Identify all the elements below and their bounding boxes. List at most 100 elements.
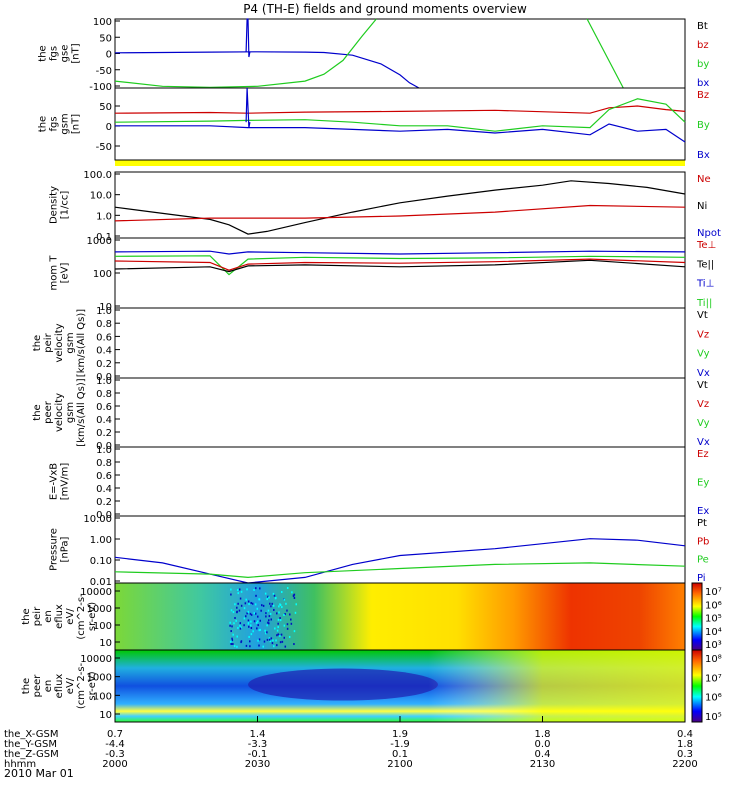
spectrogram-speck: [273, 593, 275, 595]
spectrogram-speck: [248, 623, 250, 625]
spectrogram-speck: [284, 637, 286, 639]
colorbar-electron: [692, 650, 702, 722]
y-axis-label: peer: [43, 400, 54, 424]
legend-entry: Bz: [697, 90, 709, 101]
spectrogram-speck: [295, 603, 297, 605]
spectrogram-speck: [252, 603, 254, 605]
y-tick-label: 50: [99, 33, 112, 44]
spectrogram-speck: [279, 617, 281, 619]
y-tick-label: 1000: [87, 236, 112, 247]
spectrogram-speck: [294, 630, 296, 632]
spectrogram-speck: [236, 646, 238, 648]
y-tick-label: 10: [99, 710, 112, 721]
y-axis-label: fgs: [49, 46, 60, 61]
panel-frame: [115, 378, 685, 447]
spectrogram-speck: [231, 609, 233, 611]
spectrogram-speck: [274, 627, 276, 629]
y-axis-label: [1/cc]: [60, 191, 71, 220]
spectrogram-speck: [273, 645, 275, 647]
spectrogram-speck: [270, 605, 272, 607]
spectrogram-speck: [257, 640, 259, 642]
spectrogram-speck: [257, 624, 259, 626]
y-axis-label: en: [43, 610, 54, 623]
spectrogram-speck: [265, 593, 267, 595]
spectrogram-speck: [275, 597, 277, 599]
y-tick-label: 0: [106, 122, 112, 133]
y-axis-label: peir: [32, 606, 43, 626]
spectrogram-speck: [265, 615, 267, 617]
spectrogram-speck: [273, 605, 275, 607]
spectrogram-speck: [284, 599, 286, 601]
spectrogram-speck: [237, 589, 239, 591]
spectrogram-speck: [286, 610, 288, 612]
spectrogram-speck: [248, 626, 250, 628]
series-line-Ti||: [115, 256, 685, 275]
spectrogram-speck: [248, 619, 250, 621]
yellow-flag-bar: [115, 160, 685, 166]
spectrogram-speck: [236, 607, 238, 609]
spectrogram-speck: [236, 611, 238, 613]
spectrogram-speck: [240, 622, 242, 624]
spectrogram-speck: [230, 630, 232, 632]
spectrogram-speck: [230, 594, 232, 596]
y-axis-label: eV/: [65, 677, 76, 694]
spectrogram-speck: [256, 627, 258, 629]
legend-entry: Npot: [697, 228, 721, 239]
y-tick-label: 0.2: [96, 497, 112, 508]
y-axis-label: (cm^2-s-: [76, 662, 87, 709]
spectrogram-speck: [291, 591, 293, 593]
series-line-Pi: [115, 539, 685, 583]
spectrogram-speck: [257, 616, 259, 618]
spectrogram-ion: [115, 583, 685, 650]
legend-entry: Vy: [697, 418, 710, 429]
y-axis-label: the: [21, 608, 32, 624]
y-axis-label: the: [38, 116, 49, 132]
colorbar-tick-label: 10⁶: [705, 600, 722, 611]
y-tick-label: 100.0: [83, 170, 112, 181]
colorbar-ion: [692, 583, 702, 650]
y-axis-label: en: [43, 680, 54, 693]
y-axis-label: velocity: [54, 323, 65, 362]
panel-frame: [115, 88, 685, 160]
y-axis-label: fgs: [49, 116, 60, 131]
y-tick-label: 0.8: [96, 389, 112, 400]
spectrogram-speck: [260, 610, 262, 612]
colorbar-tick-label: 10⁴: [705, 627, 722, 638]
spectrogram-speck: [230, 643, 232, 645]
spectrogram-speck: [266, 624, 268, 626]
y-axis-label: [nT]: [71, 114, 82, 134]
spectrogram-speck: [268, 619, 270, 621]
spectrogram-speck: [239, 610, 241, 612]
spectrogram-speck: [241, 605, 243, 607]
spectrogram-speck: [239, 588, 241, 590]
y-tick-label: -50: [96, 66, 112, 77]
y-tick-label: 10: [99, 638, 112, 649]
spectrogram-speck: [281, 606, 283, 608]
spectrogram-speck: [250, 621, 252, 623]
legend-entry: Vz: [697, 329, 709, 340]
spectrogram-speck: [276, 634, 278, 636]
spectrogram-speck: [263, 605, 265, 607]
spectrogram-speck: [264, 630, 266, 632]
spectrogram-speck: [257, 608, 259, 610]
y-tick-label: 0.6: [96, 471, 112, 482]
colorbar-tick-label: 10⁵: [705, 614, 722, 625]
panel-frame: [115, 447, 685, 516]
spectrogram-speck: [267, 622, 269, 624]
spectrogram-speck: [273, 609, 275, 611]
y-axis-label: eV/: [65, 608, 76, 625]
spectrogram-speck: [229, 622, 231, 624]
x-tick-value: 2000: [102, 759, 127, 770]
spectrogram-speck: [244, 617, 246, 619]
spectrogram-speck: [250, 624, 252, 626]
spectrogram-speck: [241, 640, 243, 642]
panel-frame: [115, 308, 685, 378]
spectrogram-speck: [237, 627, 239, 629]
spectrogram-speck: [233, 622, 235, 624]
y-tick-label: 1.0: [96, 445, 112, 456]
legend-entry: by: [697, 59, 709, 70]
y-axis-label: the: [21, 678, 32, 694]
spectrogram-speck: [287, 587, 289, 589]
spectrogram-speck: [279, 635, 281, 637]
spectrogram-speck: [293, 595, 295, 597]
